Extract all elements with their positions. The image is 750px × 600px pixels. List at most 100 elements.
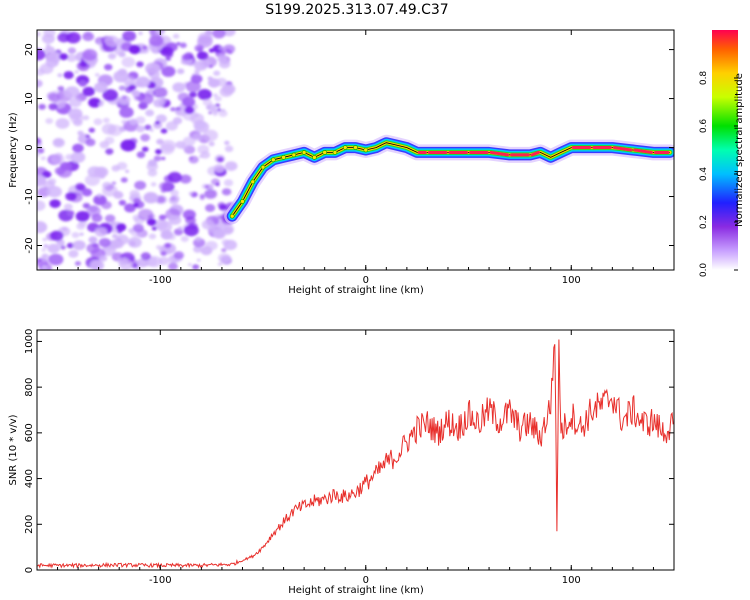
top-ytick-label: -10 xyxy=(24,188,35,204)
noise-blob xyxy=(135,116,146,124)
top-xlabel: Height of straight line (km) xyxy=(288,285,424,296)
noise-blob xyxy=(63,203,73,211)
noise-blob xyxy=(190,113,205,124)
noise-blob xyxy=(45,43,51,48)
bottom-plot-frame xyxy=(36,329,675,571)
noise-blob xyxy=(37,68,45,76)
noise-blob xyxy=(60,245,66,250)
noise-blob xyxy=(37,153,41,157)
noise-blob xyxy=(37,31,41,37)
bottom-xlabel: Height of straight line (km) xyxy=(288,585,424,596)
noise-blob xyxy=(160,139,177,152)
noise-blob xyxy=(173,251,185,260)
noise-blob xyxy=(122,30,137,42)
noise-blob xyxy=(179,174,192,184)
noise-blob xyxy=(146,254,151,258)
ridge-centerline xyxy=(231,142,670,217)
noise-blob xyxy=(37,175,47,185)
noise-blob xyxy=(136,151,146,159)
noise-blob xyxy=(88,236,98,244)
noise-blob xyxy=(177,226,183,230)
noise-blob xyxy=(85,134,90,138)
noise-blob xyxy=(104,35,120,47)
noise-blob xyxy=(93,118,103,126)
noise-blob xyxy=(111,181,117,185)
noise-blob xyxy=(145,62,161,75)
noise-blob xyxy=(176,110,182,115)
noise-blob xyxy=(152,86,168,99)
top-ytick-label: -20 xyxy=(24,237,35,253)
noise-blob xyxy=(113,70,129,83)
noise-blob xyxy=(38,103,46,110)
noise-blob xyxy=(111,233,118,239)
noise-blob xyxy=(182,96,196,108)
bottom-xtick-label: 0 xyxy=(363,575,369,586)
noise-blob xyxy=(155,149,162,155)
noise-blob xyxy=(184,106,195,114)
noise-blob xyxy=(120,139,136,152)
noise-blob xyxy=(154,120,161,125)
noise-blob xyxy=(121,119,128,125)
noise-blob xyxy=(82,86,95,97)
ridge-dot xyxy=(271,157,276,163)
noise-blob xyxy=(42,237,47,242)
noise-blob xyxy=(153,98,165,108)
noise-blob xyxy=(55,118,70,129)
noise-blob xyxy=(68,249,79,258)
noise-blob xyxy=(73,118,83,127)
noise-blob xyxy=(204,204,216,212)
ridge-peak xyxy=(612,146,633,152)
noise-blob xyxy=(193,245,203,253)
noise-blob xyxy=(89,259,105,270)
noise-blob xyxy=(209,223,219,232)
noise-blob xyxy=(77,130,84,136)
noise-blob xyxy=(70,151,86,163)
noise-blob xyxy=(47,185,62,198)
snr-series-line xyxy=(37,339,674,569)
noise-blob xyxy=(224,140,230,145)
noise-blob xyxy=(94,82,108,93)
bottom-ytick-label: 800 xyxy=(24,378,35,397)
noise-blob xyxy=(48,253,64,266)
noise-blob xyxy=(182,136,196,147)
colorbar-label: Normalized spectral amplitude xyxy=(734,73,745,227)
noise-blob xyxy=(175,106,181,111)
noise-blob xyxy=(132,223,144,233)
noise-blob xyxy=(43,30,56,38)
noise-blob xyxy=(145,109,155,117)
noise-blob xyxy=(217,262,223,266)
noise-blob xyxy=(185,80,201,93)
noise-blob xyxy=(66,54,77,62)
colorbar: 0.0 0.2 0.4 0.6 0.8 Normalized spectral ampl… xyxy=(699,30,745,277)
colorbar-tick-label: 0.8 xyxy=(699,71,709,86)
ridge-peak xyxy=(489,150,510,157)
noise-blob xyxy=(204,184,210,189)
noise-blob xyxy=(88,127,95,133)
noise-blob xyxy=(104,136,115,145)
noise-blob xyxy=(183,224,199,237)
noise-blob xyxy=(117,229,123,234)
noise-blob xyxy=(207,78,221,88)
noise-blob xyxy=(212,30,226,39)
noise-blob xyxy=(118,95,131,105)
noise-blob xyxy=(82,32,95,42)
noise-blob xyxy=(72,143,84,153)
noise-blob xyxy=(74,70,79,74)
ridge-dot xyxy=(281,155,286,160)
noise-blob xyxy=(116,161,128,170)
noise-blob xyxy=(141,146,149,152)
noise-blob xyxy=(78,80,87,87)
noise-blob xyxy=(192,133,203,141)
bottom-ytick-label: 1000 xyxy=(24,329,35,354)
noise-blob xyxy=(67,47,77,54)
noise-blob xyxy=(42,170,52,179)
noise-blob xyxy=(167,171,182,183)
noise-blob xyxy=(153,155,162,162)
noise-blob xyxy=(180,235,189,242)
top-ylabel: Frequency (Hz) xyxy=(8,112,19,188)
noise-blob xyxy=(200,151,211,159)
ridge-dot xyxy=(363,147,369,153)
noise-blob xyxy=(136,81,144,88)
chart-title: S199.2025.313.07.49.C37 xyxy=(265,2,448,18)
